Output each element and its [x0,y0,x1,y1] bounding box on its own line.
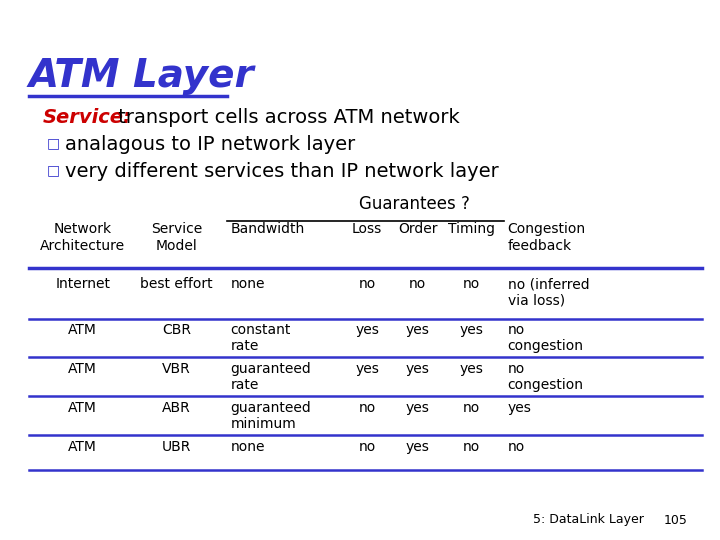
Text: Timing: Timing [448,222,495,237]
Text: no: no [463,401,480,415]
Text: 5: DataLink Layer: 5: DataLink Layer [533,514,644,526]
Text: Guarantees ?: Guarantees ? [359,195,469,213]
Text: □: □ [47,136,60,150]
Text: ATM: ATM [68,323,97,337]
Text: no: no [463,440,480,454]
Text: yes: yes [405,401,430,415]
Text: yes: yes [459,362,484,376]
Text: ATM: ATM [68,401,97,415]
Text: guaranteed
minimum: guaranteed minimum [230,401,311,431]
Text: VBR: VBR [162,362,191,376]
Text: guaranteed
rate: guaranteed rate [230,362,311,392]
Text: Service:: Service: [43,108,132,127]
Text: best effort: best effort [140,277,212,291]
Text: no: no [359,277,376,291]
Text: very different services than IP network layer: very different services than IP network … [65,162,498,181]
Text: □: □ [47,163,60,177]
Text: yes: yes [355,323,379,337]
Text: Network
Architecture: Network Architecture [40,222,125,253]
Text: Congestion
feedback: Congestion feedback [508,222,586,253]
Text: constant
rate: constant rate [230,323,291,353]
Text: CBR: CBR [162,323,191,337]
Text: none: none [230,440,265,454]
Text: no
congestion: no congestion [508,362,584,392]
Text: no (inferred
via loss): no (inferred via loss) [508,277,589,307]
Text: transport cells across ATM network: transport cells across ATM network [112,108,459,127]
Text: Service
Model: Service Model [150,222,202,253]
Text: ATM: ATM [68,440,97,454]
Text: yes: yes [405,362,430,376]
Text: no
congestion: no congestion [508,323,584,353]
Text: no: no [409,277,426,291]
Text: 105: 105 [664,514,688,526]
Text: no: no [508,440,525,454]
Text: yes: yes [459,323,484,337]
Text: no: no [359,440,376,454]
Text: none: none [230,277,265,291]
Text: Internet: Internet [55,277,110,291]
Text: Loss: Loss [352,222,382,237]
Text: no: no [463,277,480,291]
Text: ABR: ABR [162,401,191,415]
Text: yes: yes [405,323,430,337]
Text: no: no [359,401,376,415]
Text: Bandwidth: Bandwidth [230,222,305,237]
Text: yes: yes [355,362,379,376]
Text: ATM: ATM [68,362,97,376]
Text: ATM Layer: ATM Layer [29,57,254,94]
Text: yes: yes [405,440,430,454]
Text: UBR: UBR [162,440,191,454]
Text: analagous to IP network layer: analagous to IP network layer [65,135,355,154]
Text: Order: Order [398,222,437,237]
Text: yes: yes [508,401,531,415]
